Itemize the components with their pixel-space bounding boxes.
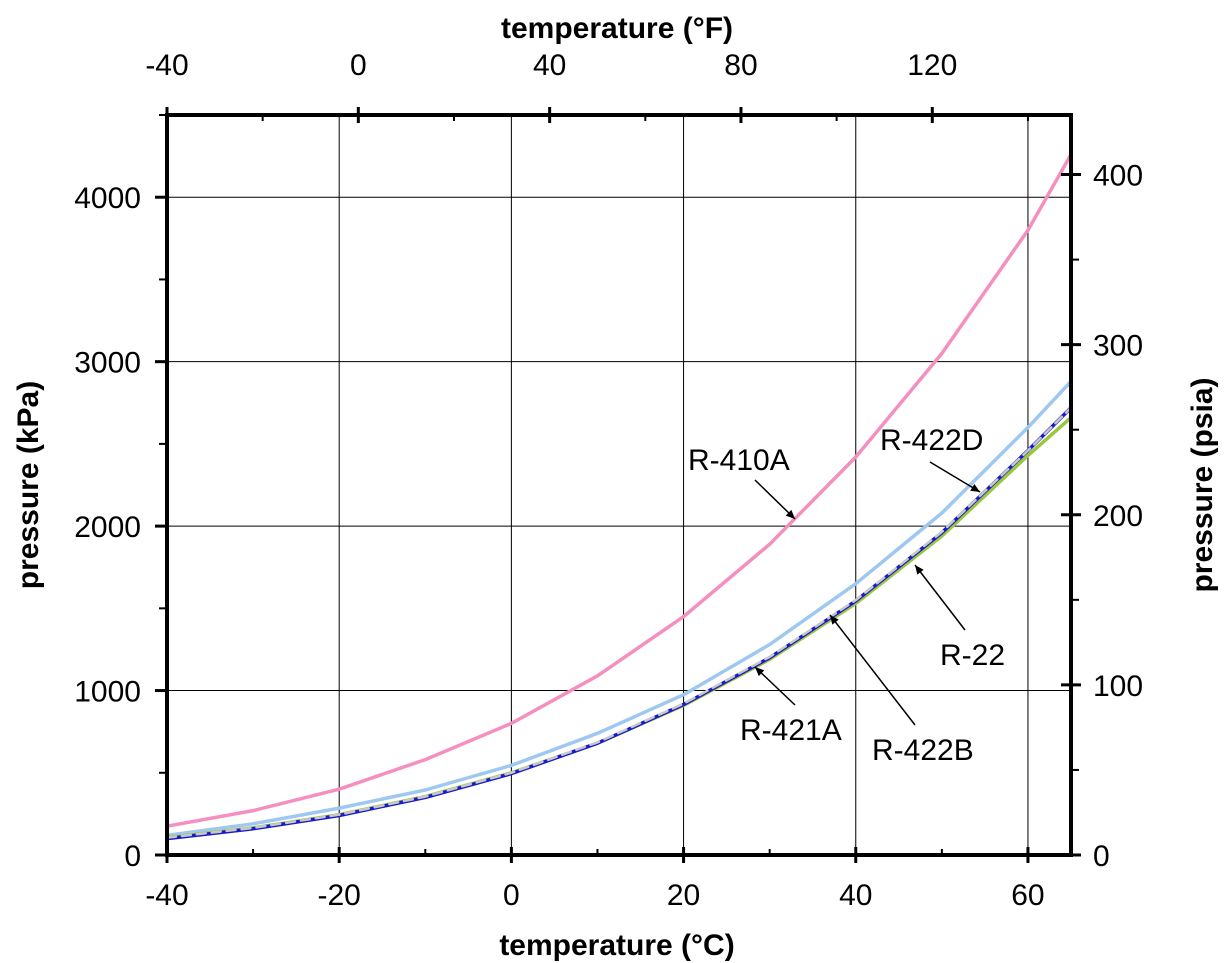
annotation-arrow-r-422b (829, 614, 916, 726)
annotation-arrow-r-410a (754, 479, 796, 520)
y2-axis-title: pressure (psia) (1186, 377, 1219, 592)
y-tick-label: 1000 (74, 676, 141, 709)
y2-tick-label: 0 (1093, 840, 1110, 873)
axis-ticks (155, 107, 1081, 863)
series-line-r-22 (165, 415, 1073, 840)
series-line-r-410a (165, 152, 1073, 828)
x2-tick-label: -40 (145, 49, 188, 82)
series-lines (165, 152, 1073, 841)
x2-tick-label: 0 (350, 49, 367, 82)
x-tick-label: -40 (145, 879, 188, 912)
x-tick-label: 40 (839, 879, 872, 912)
y2-tick-label: 200 (1093, 500, 1143, 533)
annotation-arrow-r-422d (929, 461, 981, 493)
annotation-arrowhead-r-421a (755, 667, 765, 677)
x-tick-label: 20 (667, 879, 700, 912)
x2-tick-label: 120 (907, 49, 957, 82)
series-line-r-422b (165, 406, 1073, 839)
annotation-arrow-r-22 (914, 564, 966, 631)
series-line-r-421a (165, 405, 1073, 841)
x-tick-label: 60 (1011, 879, 1044, 912)
annotation-label-r-422b: R-422B (872, 734, 974, 767)
plot-frame (165, 113, 1073, 857)
annotation-label-r-410a: R-410A (688, 444, 790, 477)
y-axis-title: pressure (kPa) (12, 381, 45, 589)
annotation-label-r-22: R-22 (940, 639, 1005, 672)
x2-tick-label: 40 (533, 49, 566, 82)
x-axis-title: temperature (°C) (499, 929, 734, 962)
x2-axis-title: temperature (°F) (501, 12, 733, 45)
x2-tick-label: 80 (724, 49, 757, 82)
y-tick-label: 3000 (74, 347, 141, 380)
y-tick-label: 0 (124, 840, 141, 873)
grid-lines (167, 115, 1071, 855)
y2-tick-label: 100 (1093, 670, 1143, 703)
annotation-arrowhead-r-422b (830, 615, 839, 625)
annotation-label-r-422d: R-422D (880, 424, 983, 457)
y-tick-label: 4000 (74, 182, 141, 215)
annotation-arrowhead-r-422d (970, 483, 980, 492)
y2-tick-label: 400 (1093, 160, 1143, 193)
x-tick-label: -20 (318, 879, 361, 912)
y-tick-label: 2000 (74, 511, 141, 544)
series-annotations: R-410A R-422D R-22 R-421A R-422B (688, 424, 1005, 767)
annotation-arrowhead-r-410a (785, 509, 795, 519)
annotation-arrow-r-421a (754, 666, 796, 706)
annotation-arrowhead-r-22 (915, 565, 924, 575)
annotation-label-r-421a: R-421A (740, 714, 842, 747)
series-line-r-422d (165, 379, 1073, 838)
x-tick-label: 0 (503, 879, 520, 912)
y2-tick-label: 300 (1093, 330, 1143, 363)
